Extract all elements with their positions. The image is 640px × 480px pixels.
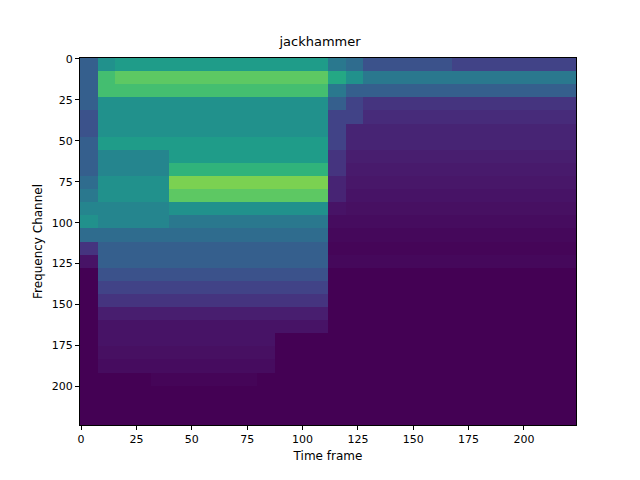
svg-text:jackhammer: jackhammer (278, 34, 361, 49)
svg-text:0: 0 (66, 53, 73, 66)
svg-text:50: 50 (185, 433, 199, 446)
svg-text:75: 75 (59, 176, 73, 189)
svg-text:Frequency Channel: Frequency Channel (31, 184, 45, 299)
svg-text:200: 200 (513, 433, 534, 446)
svg-text:175: 175 (458, 433, 479, 446)
svg-text:175: 175 (52, 339, 73, 352)
svg-text:100: 100 (52, 217, 73, 230)
svg-text:75: 75 (240, 433, 254, 446)
svg-text:50: 50 (59, 135, 73, 148)
svg-text:150: 150 (403, 433, 424, 446)
svg-text:100: 100 (292, 433, 313, 446)
svg-text:125: 125 (52, 257, 73, 270)
svg-text:200: 200 (52, 380, 73, 393)
svg-text:25: 25 (59, 94, 73, 107)
svg-text:Time frame: Time frame (293, 449, 363, 463)
svg-text:125: 125 (347, 433, 368, 446)
svg-text:25: 25 (129, 433, 143, 446)
svg-text:150: 150 (52, 298, 73, 311)
svg-text:0: 0 (78, 433, 85, 446)
